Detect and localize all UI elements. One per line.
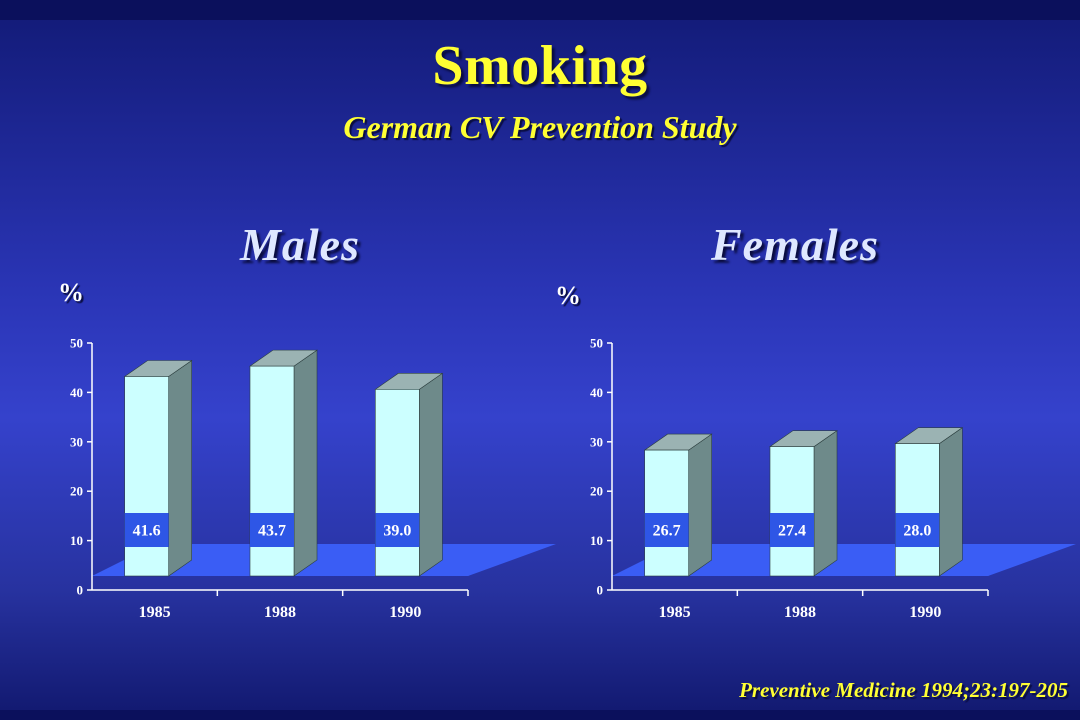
females-bar bbox=[769, 446, 815, 577]
males-x-tick-label: 1985 bbox=[139, 604, 171, 621]
males-x-tick-label: 1988 bbox=[264, 604, 296, 621]
females-x-tick-label: 1988 bbox=[784, 604, 816, 621]
males-value-label-box bbox=[250, 513, 294, 547]
source-citation: Preventive Medicine 1994;23:197-205 bbox=[739, 678, 1068, 702]
males-bar-side bbox=[293, 349, 318, 577]
females-value-label-box bbox=[895, 513, 940, 547]
males-bar-side bbox=[419, 372, 443, 577]
males-y-tick-label: 20 bbox=[70, 484, 83, 499]
females-y-tick-label: 30 bbox=[590, 434, 603, 449]
females-chart-title: Females bbox=[711, 219, 879, 270]
males-y-tick-label: 40 bbox=[70, 385, 83, 400]
males-y-axis-label: % bbox=[58, 278, 84, 307]
females-y-tick-label: 20 bbox=[590, 484, 603, 499]
females-bar-chart: 0 10 20 30 40 50 1985 1988 1990 26.7 27.4 28.0 bbox=[590, 336, 1076, 621]
females-value-label-box bbox=[770, 513, 814, 547]
females-y-tick-label: 50 bbox=[590, 336, 603, 351]
males-chart-title: Males bbox=[240, 219, 360, 270]
males-value-label-box bbox=[124, 513, 169, 547]
males-value-label: 41.6 bbox=[133, 523, 161, 540]
males-y-tick-label: 30 bbox=[70, 434, 83, 449]
females-value-label-box bbox=[644, 513, 689, 547]
males-y-tick-label: 10 bbox=[70, 533, 83, 548]
males-value-label: 43.7 bbox=[258, 523, 286, 540]
females-x-tick-label: 1985 bbox=[659, 604, 691, 621]
females-bar bbox=[895, 443, 940, 577]
bottom-frame-band bbox=[0, 710, 1080, 720]
females-x-tick-label: 1990 bbox=[909, 604, 941, 621]
males-value-label: 39.0 bbox=[383, 523, 411, 540]
females-value-label: 28.0 bbox=[903, 523, 931, 540]
females-bar-side bbox=[939, 427, 963, 577]
males-y-tick-label: 0 bbox=[77, 583, 84, 598]
slide-subtitle: German CV Prevention Study bbox=[343, 109, 737, 145]
females-y-tick-label: 40 bbox=[590, 385, 603, 400]
males-y-tick-label: 50 bbox=[70, 336, 83, 351]
females-bar-side bbox=[688, 433, 712, 577]
males-value-label-box bbox=[375, 513, 420, 547]
females-value-label: 27.4 bbox=[778, 523, 806, 540]
top-frame-band bbox=[0, 0, 1080, 20]
females-bar-side bbox=[813, 430, 838, 577]
males-bar-side bbox=[168, 359, 192, 577]
males-bar-chart: 0 10 20 30 40 50 1985 1988 1990 41.6 43.7 39.0 bbox=[70, 336, 556, 621]
females-value-label: 26.7 bbox=[653, 523, 681, 540]
females-y-axis-label: % bbox=[555, 281, 581, 310]
slide-title: Smoking bbox=[432, 35, 648, 97]
females-y-tick-label: 0 bbox=[597, 583, 604, 598]
females-y-tick-label: 10 bbox=[590, 533, 603, 548]
males-bar bbox=[375, 389, 420, 577]
males-x-tick-label: 1990 bbox=[389, 604, 421, 621]
